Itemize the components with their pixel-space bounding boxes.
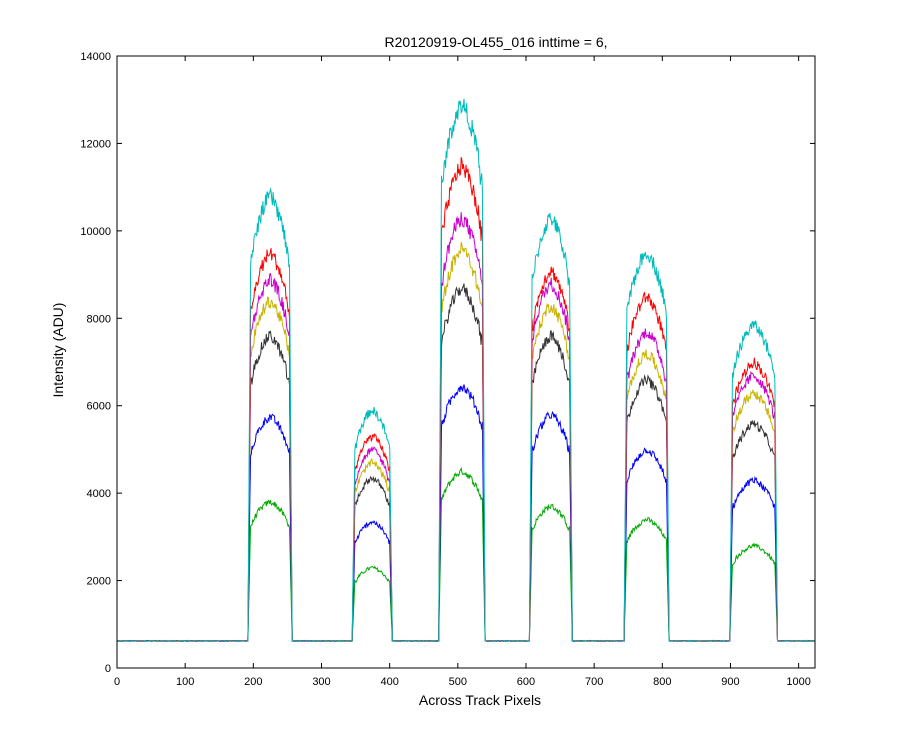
x-tick-label: 400 — [380, 676, 398, 688]
x-tick-label: 200 — [244, 676, 262, 688]
chart-title: R20120919-OL455_016 inttime = 6, — [385, 34, 608, 50]
x-tick-label: 1000 — [786, 676, 810, 688]
y-tick-label: 6000 — [87, 401, 111, 413]
ticks-layer: 0 100 200 300 400 500 600 700 800 900 100002000400… — [80, 51, 815, 688]
x-tick-label: 600 — [517, 676, 535, 688]
x-tick-label: 800 — [653, 676, 671, 688]
plot-background — [117, 56, 815, 668]
x-axis-label: Across Track Pixels — [419, 692, 541, 708]
y-tick-label: 4000 — [87, 488, 111, 500]
x-tick-label: 500 — [449, 676, 467, 688]
y-tick-label: 0 — [105, 663, 111, 675]
y-tick-label: 14000 — [80, 51, 111, 63]
y-tick-label: 10000 — [80, 226, 111, 238]
x-tick-label: 300 — [312, 676, 330, 688]
x-tick-label: 900 — [721, 676, 739, 688]
series-layer — [116, 98, 815, 643]
x-tick-label: 100 — [176, 676, 194, 688]
y-axis-label: Intensity (ADU) — [50, 303, 66, 398]
y-tick-label: 8000 — [87, 313, 111, 325]
y-tick-label: 12000 — [80, 138, 111, 150]
x-tick-label: 0 — [114, 676, 120, 688]
plot-frame — [116, 55, 816, 669]
y-tick-label: 2000 — [87, 576, 111, 588]
series-line-7 — [116, 98, 815, 643]
x-tick-label: 700 — [585, 676, 603, 688]
